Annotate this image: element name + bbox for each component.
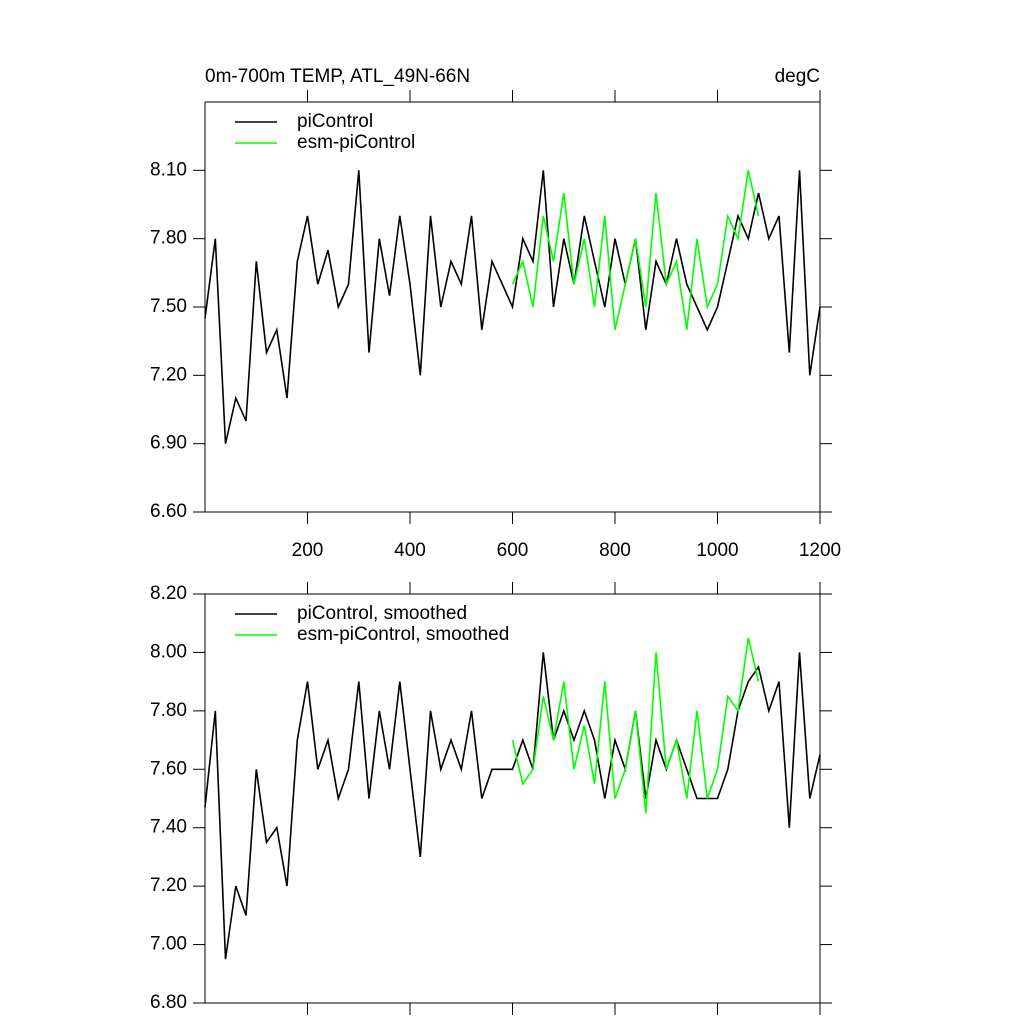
legend-label: piControl [297, 111, 373, 132]
y-tick-label: 7.50 [150, 296, 187, 317]
y-tick-label: 7.20 [150, 364, 187, 385]
x-tick-label: 800 [599, 540, 631, 561]
data-line [511, 637, 760, 814]
y-tick-label: 7.60 [150, 758, 187, 779]
x-tick-label: 1200 [799, 540, 841, 561]
y-tick-label: 7.00 [150, 934, 187, 955]
x-tick-label: 600 [497, 540, 529, 561]
y-tick-label: 6.60 [150, 501, 187, 522]
x-tick-label: 400 [394, 540, 426, 561]
y-tick-label: 6.80 [150, 992, 187, 1013]
y-tick-label: 7.40 [150, 817, 187, 838]
units-label: degC [775, 66, 820, 87]
x-tick-label: 200 [292, 540, 324, 561]
y-tick-label: 7.80 [150, 228, 187, 249]
legend-label: esm-piControl, smoothed [297, 624, 509, 645]
data-line [204, 170, 821, 444]
x-tick-label: 1000 [696, 540, 738, 561]
legend-label: piControl, smoothed [297, 603, 467, 624]
data-line [511, 170, 760, 330]
y-tick-label: 7.80 [150, 700, 187, 721]
y-tick-label: 8.10 [150, 159, 187, 180]
data-line [204, 652, 821, 960]
chart-title: 0m-700m TEMP, ATL_49N-66N [205, 66, 470, 87]
y-tick-label: 7.20 [150, 875, 187, 896]
legend-label: esm-piControl [297, 132, 415, 153]
y-tick-label: 6.90 [150, 433, 187, 454]
y-tick-label: 8.20 [150, 583, 187, 604]
y-tick-label: 8.00 [150, 641, 187, 662]
plot-frame [204, 593, 821, 1004]
